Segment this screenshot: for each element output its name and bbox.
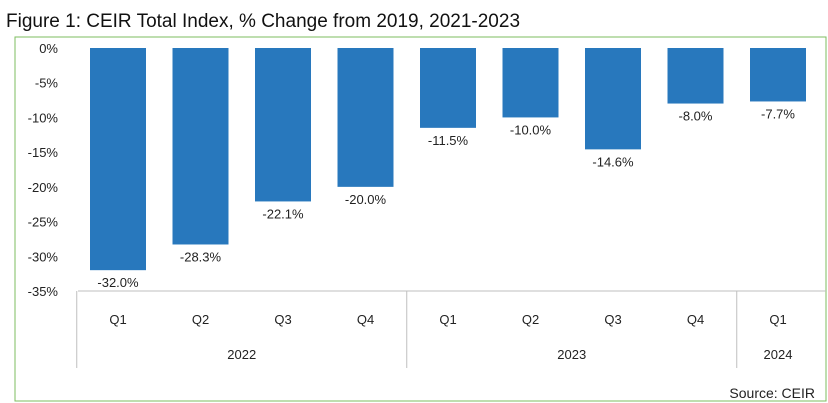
year-group-label: 2022 (227, 347, 256, 362)
y-tick-label: 0% (39, 41, 58, 56)
x-tick-label: Q3 (274, 312, 291, 327)
x-tick-label: Q1 (439, 312, 456, 327)
y-tick-label: -30% (28, 249, 59, 264)
data-label: -8.0% (679, 109, 713, 124)
data-label: -11.5% (428, 133, 469, 148)
x-tick-label: Q4 (357, 312, 374, 327)
bar (90, 48, 146, 271)
x-tick-label: Q1 (109, 312, 126, 327)
y-tick-label: -5% (35, 76, 59, 91)
bars (90, 48, 806, 271)
chart-title: Figure 1: CEIR Total Index, % Change fro… (6, 11, 520, 32)
bar (337, 48, 394, 187)
x-tick-label: Q1 (769, 312, 786, 327)
bar (172, 48, 229, 245)
y-axis: 0% -5% -10% -15% -20% -25% -30% -35% (28, 41, 59, 299)
y-tick-label: -20% (28, 180, 59, 195)
bar (667, 48, 724, 104)
data-label: -14.6% (592, 154, 634, 169)
year-group-label: 2023 (557, 347, 586, 362)
source-note: Source: CEIR (729, 385, 815, 401)
bar (502, 48, 559, 118)
y-tick-label: -25% (28, 215, 59, 230)
chart-frame (14, 36, 827, 402)
data-label: -7.7% (761, 106, 795, 121)
bar (255, 48, 311, 202)
x-tick-label: Q2 (192, 312, 209, 327)
data-label: -10.0% (510, 122, 552, 137)
data-label: -20.0% (345, 192, 387, 207)
data-labels: -32.0% -28.3% -22.1% -20.0% -11.5% -10.0% -14.… (97, 106, 795, 290)
x-tick-label: Q3 (604, 312, 621, 327)
bar (420, 48, 476, 128)
y-tick-label: -15% (28, 145, 59, 160)
x-tick-label: Q2 (522, 312, 539, 327)
data-label: -32.0% (97, 275, 139, 290)
x-axis: Q1 Q2 Q3 Q4 Q1 Q2 Q3 Q4 Q1 2022 2023 2024 (76, 290, 826, 368)
x-tick-label: Q4 (687, 312, 704, 327)
y-tick-label: -10% (28, 110, 59, 125)
year-group-label: 2024 (764, 347, 793, 362)
bar (585, 48, 641, 150)
data-label: -22.1% (262, 206, 304, 221)
bar (750, 48, 806, 102)
data-label: -28.3% (180, 249, 222, 264)
y-tick-label: -35% (28, 284, 59, 299)
